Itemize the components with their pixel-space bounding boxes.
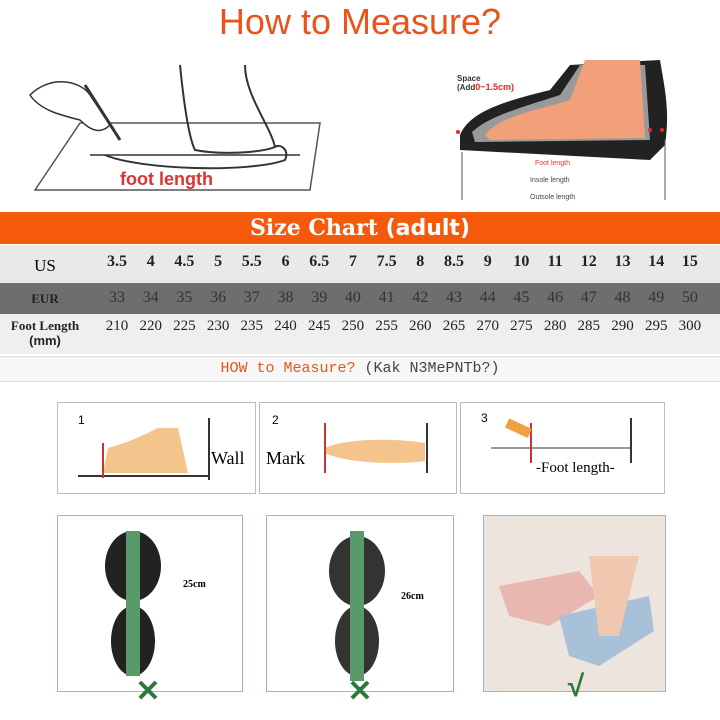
size-chart-title: Size Chart [249, 215, 378, 241]
size-cell: 36 [210, 289, 227, 306]
size-cell: 3.5 [107, 253, 127, 270]
size-cell: 6.5 [309, 253, 330, 270]
measurement-label: 25cm [183, 579, 206, 590]
size-cell: 285 [577, 318, 601, 334]
size-cell: 8.5 [444, 253, 464, 270]
size-cell: 33 [109, 289, 125, 306]
size-cell: 42 [412, 289, 429, 306]
size-cell: 47 [580, 289, 597, 306]
row-label: Foot Length (mm) [0, 318, 90, 348]
size-cell: 45 [513, 289, 530, 306]
size-cell: 260 [409, 318, 432, 334]
size-cell: 9 [483, 253, 492, 270]
size-cell: 245 [307, 318, 331, 334]
size-cell: 50 [681, 289, 698, 306]
row-label-unit: (mm) [29, 333, 61, 348]
wrong-icon: ✕ [347, 675, 373, 708]
size-cell: 38 [277, 289, 294, 306]
size-cell: 5 [214, 253, 223, 270]
size-cell: 14 [648, 253, 665, 270]
size-chart-title-suffix: (adult) [385, 216, 471, 241]
size-cell: 230 [206, 318, 230, 334]
size-cell: 265 [442, 318, 466, 334]
space-range: 0~1.5cm) [475, 82, 514, 92]
foot-length-measure-label: -Foot length- [536, 460, 615, 476]
size-cell: 220 [139, 318, 162, 334]
size-cell: 39 [311, 289, 328, 306]
size-cell: 4 [146, 253, 155, 270]
measurement-label: 26cm [401, 591, 424, 602]
step-1-panel: 1 Wall [57, 402, 256, 494]
correct-icon: √ [567, 670, 585, 703]
size-cell: 10 [513, 253, 530, 270]
size-cell: 210 [105, 318, 129, 334]
row-label: EUR [31, 291, 59, 306]
size-cell: 48 [614, 289, 631, 306]
size-cell: 5.5 [241, 253, 262, 270]
size-cell: 15 [681, 253, 698, 270]
size-cell: 270 [476, 318, 499, 334]
step-number: 3 [481, 411, 488, 425]
example-foot-measurer-photo [483, 515, 666, 692]
how-to-measure-text: HOW to Measure? [220, 360, 356, 377]
space-label: Space [457, 74, 481, 83]
size-cell: 43 [446, 289, 462, 306]
mark-label: Mark [266, 448, 305, 468]
step-2-panel: 2 Mark [259, 402, 457, 494]
page-title: How to Measure? [218, 1, 502, 42]
us-size-row: US 3.5 4 4.5 5 5.5 6 6.5 7 7.5 8 8.5 9 10 11 12 13 14 15 [0, 245, 720, 283]
example-outsole-photo: 25cm [57, 515, 243, 692]
eur-size-row: EUR 33 34 35 36 37 38 39 40 41 42 43 44 45 46 47 48 49 50 [0, 283, 720, 314]
size-cell: 295 [644, 318, 668, 334]
row-label: US [34, 256, 56, 275]
size-cell: 235 [240, 318, 264, 334]
how-to-measure-translation: (Kak N3MePNTb?) [364, 360, 500, 377]
size-cell: 6 [281, 253, 290, 270]
size-cell: 40 [344, 289, 361, 306]
size-cell: 250 [341, 318, 365, 334]
size-cell: 290 [611, 318, 634, 334]
foot-length-dim: Foot length [535, 160, 571, 167]
size-cell: 34 [142, 289, 159, 306]
size-cell: 280 [543, 318, 567, 334]
step-number: 1 [78, 413, 85, 427]
example-sole-photo: 26cm [266, 515, 454, 692]
step-3-panel: 3 -Foot length- [460, 402, 665, 494]
size-cell: 240 [274, 318, 297, 334]
size-chart-banner: Size Chart (adult) [0, 212, 720, 244]
size-cell: 11 [547, 253, 563, 270]
size-cell: 255 [375, 318, 398, 334]
size-cell: 37 [243, 289, 260, 306]
outsole-length-dim: Outsole length [530, 194, 576, 201]
size-cell: 44 [479, 289, 496, 306]
size-cell: 41 [378, 289, 395, 306]
size-cell: 49 [648, 289, 665, 306]
size-cell: 4.5 [174, 253, 195, 270]
size-cell: 7 [348, 253, 357, 270]
size-cell: 275 [510, 318, 533, 334]
size-cell: 13 [614, 253, 631, 270]
size-cell: 8 [416, 253, 425, 270]
size-cell: 46 [547, 289, 564, 306]
size-cell: 7.5 [376, 253, 397, 270]
size-cell: 35 [176, 289, 193, 306]
wrong-icon: ✕ [135, 675, 161, 708]
foot-length-row: Foot Length (mm) 210 220 225 230 235 240 245 25… [0, 314, 720, 354]
how-to-measure-bar: HOW to Measure? (Kak N3MePNTb?) [0, 356, 720, 382]
wall-label: Wall [211, 448, 245, 468]
row-label-text: Foot Length [10, 318, 80, 333]
space-add: (Add [457, 83, 476, 92]
insole-length-dim: Insole length [530, 177, 570, 184]
step-number: 2 [272, 413, 279, 427]
size-cell: 225 [173, 318, 196, 334]
shoe-size-diagram: Space (Add0~1.5cm) Foot length Insole le… [450, 60, 680, 210]
foot-length-label: foot length [120, 169, 213, 189]
size-cell: 300 [678, 318, 702, 334]
size-cell: 12 [580, 253, 597, 270]
foot-tracing-illustration: foot length [20, 55, 330, 205]
